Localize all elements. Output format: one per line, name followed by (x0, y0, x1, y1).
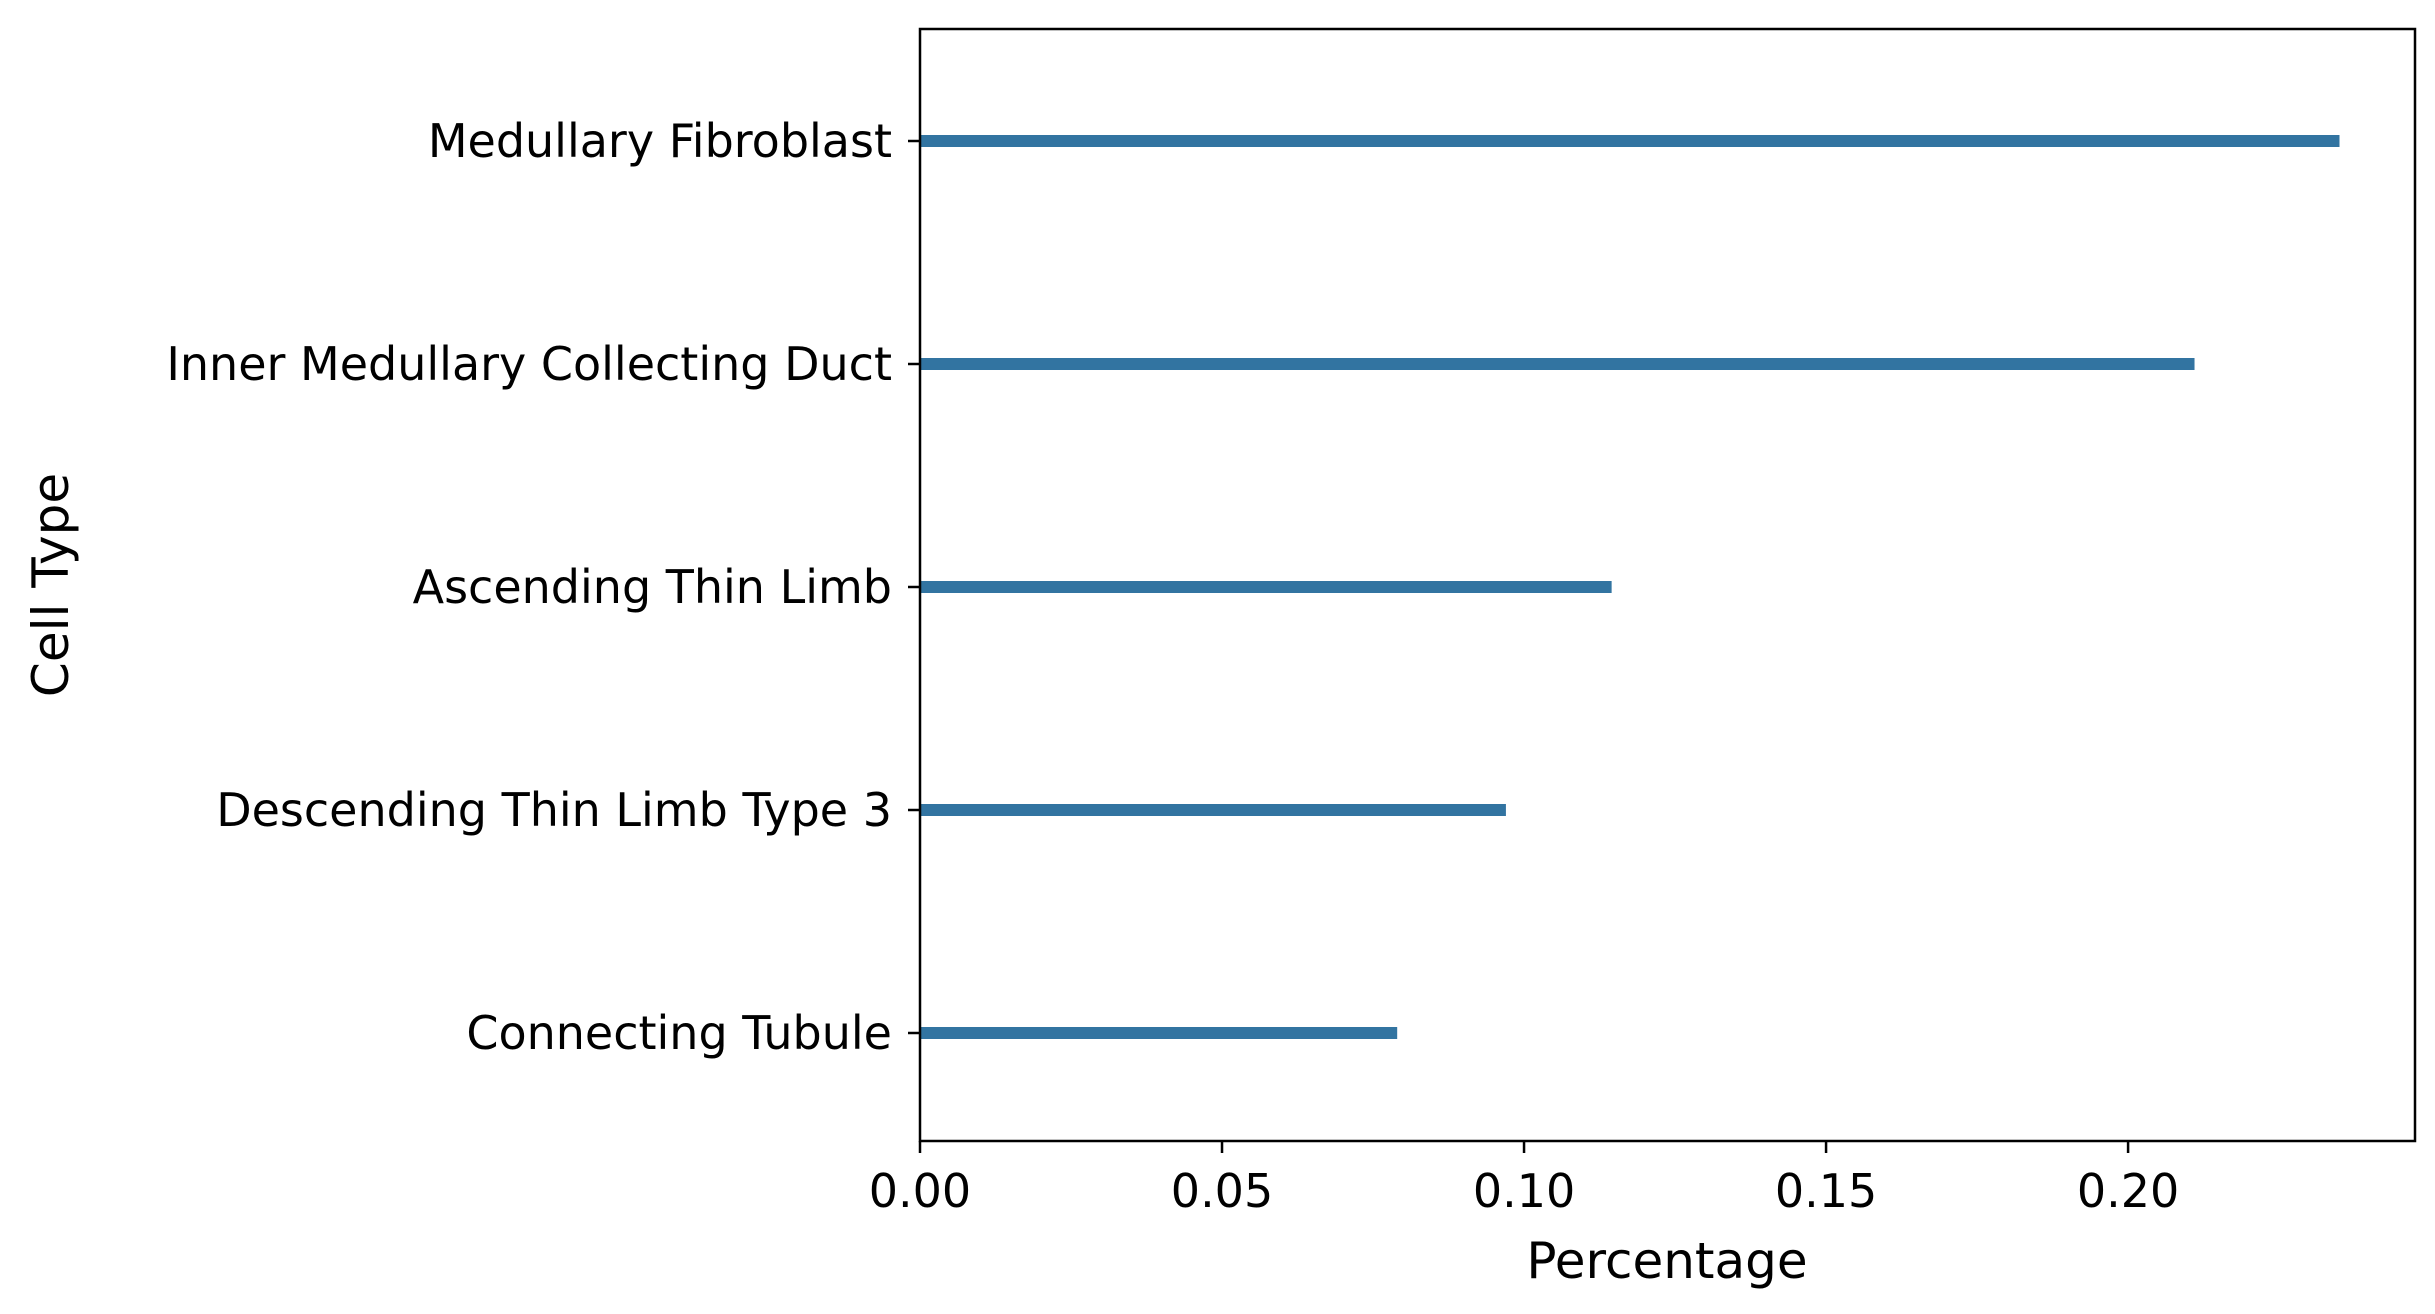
bar-descending-thin-limb-type-3 (920, 804, 1506, 816)
y-tick-label-ascending-thin-limb: Ascending Thin Limb (413, 560, 892, 614)
y-tick-label-descending-thin-limb-type-3: Descending Thin Limb Type 3 (216, 783, 892, 837)
x-tick-label-0: 0.00 (869, 1164, 971, 1218)
x-tick-label-4: 0.20 (2077, 1164, 2179, 1218)
y-tick-marks (908, 139, 920, 1035)
x-tick-label-2: 0.10 (1473, 1164, 1575, 1218)
plot-frame (918, 27, 2417, 1143)
bar-inner-medullary-collecting-duct (920, 358, 2195, 370)
y-tick-labels: Medullary Fibroblast Inner Medullary Coll… (166, 114, 892, 1060)
x-tick-label-1: 0.05 (1171, 1164, 1273, 1218)
y-tick-label-connecting-tubule: Connecting Tubule (466, 1006, 892, 1060)
x-tick-labels: 0.00 0.05 0.10 0.15 0.20 (869, 1164, 2180, 1218)
bar-ascending-thin-limb (920, 581, 1612, 593)
bar-connecting-tubule (920, 1027, 1398, 1039)
bars (920, 135, 2340, 1039)
bar-medullary-fibroblast (920, 135, 2340, 147)
y-tick-label-medullary-fibroblast: Medullary Fibroblast (428, 114, 892, 168)
x-axis-label: Percentage (1526, 1232, 1807, 1290)
x-tick-marks (918, 1141, 2130, 1153)
y-tick-label-inner-medullary-collecting-duct: Inner Medullary Collecting Duct (166, 337, 892, 391)
y-axis-label: Cell Type (22, 473, 80, 697)
x-tick-label-3: 0.15 (1775, 1164, 1877, 1218)
